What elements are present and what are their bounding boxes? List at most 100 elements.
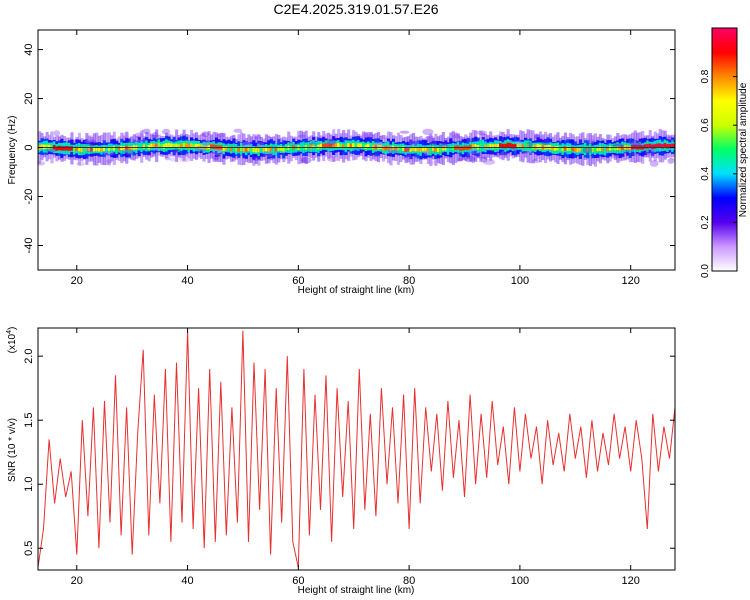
spectrogram-cell xyxy=(416,147,420,152)
spectrogram-cell xyxy=(591,147,595,152)
spectrogram-cell xyxy=(404,147,408,153)
spectrogram-speckle xyxy=(353,148,363,152)
spectrogram-cell xyxy=(117,146,121,151)
spectrogram-cell xyxy=(67,146,72,151)
spectrogram-cell xyxy=(479,144,483,149)
spectrogram-cell xyxy=(571,146,575,152)
spectrogram-cell xyxy=(551,146,555,151)
spectrogram-cell xyxy=(167,142,171,148)
spectrogram-cell xyxy=(157,143,161,148)
spectrogram-cell xyxy=(317,144,321,150)
spectrogram-cell xyxy=(342,144,346,149)
spectrogram-cell xyxy=(379,144,383,150)
spectrogram-cell xyxy=(145,143,149,149)
spectrogram-cell xyxy=(459,146,463,151)
spectrogram-cell xyxy=(434,147,438,153)
spectrogram-cell xyxy=(45,144,49,149)
spectrogram-cell xyxy=(588,147,592,152)
spectrogram-cell xyxy=(307,144,311,149)
x-tick-label: 60 xyxy=(292,575,304,587)
spectrogram-cell xyxy=(152,143,156,148)
spectrogram-cell xyxy=(406,147,410,152)
spectrogram-cell xyxy=(396,146,401,151)
spectrogram-speckle xyxy=(405,153,412,160)
spectrogram-cell xyxy=(239,146,243,151)
spectrogram-cell xyxy=(229,146,234,152)
y-tick-label: -20 xyxy=(23,189,35,205)
spectrogram-cell xyxy=(105,146,109,152)
spectrogram-cell xyxy=(349,143,353,149)
spectrogram-cell xyxy=(661,144,665,149)
x-tick-label: 80 xyxy=(403,275,415,287)
x-tick-label: 120 xyxy=(622,575,640,587)
spectrogram-speckle xyxy=(452,134,461,139)
spectrogram-cell xyxy=(115,146,119,152)
spectrogram-speckle xyxy=(363,131,374,139)
spectrogram-cell xyxy=(521,144,525,149)
spectrogram-cell xyxy=(519,143,523,149)
snr-y-label: SNR (10 * v/v) xyxy=(7,418,18,482)
spectrogram-cell xyxy=(586,147,590,152)
spectrogram-cell xyxy=(247,146,251,151)
spectrogram-cell xyxy=(277,146,281,151)
spectrogram-speckle xyxy=(161,128,171,135)
spectrogram-speckle xyxy=(630,140,642,147)
spectrogram-cell xyxy=(110,146,114,151)
spectrogram-speckle xyxy=(526,141,533,149)
spectrogram-cell xyxy=(633,144,637,150)
spectrogram-cell xyxy=(140,144,144,149)
x-tick-label: 20 xyxy=(71,575,83,587)
spectrogram-speckle xyxy=(464,155,476,163)
spectrogram-cell xyxy=(376,144,381,150)
snr-multiplier-label: (x104) xyxy=(6,327,18,354)
spectrogram-cell xyxy=(496,143,500,149)
spectrogram-cell xyxy=(394,146,398,151)
spectrogram-cell xyxy=(312,143,316,149)
spectrogram-cell xyxy=(372,144,376,150)
spectrogram-cell xyxy=(671,143,675,149)
spectrogram-cell xyxy=(127,145,131,151)
spectrogram-cell xyxy=(200,144,204,149)
spectrogram-cell xyxy=(155,143,159,148)
spectrogram-cell xyxy=(274,147,278,152)
spectrogram-speckle xyxy=(201,131,210,137)
spectrogram-speckle xyxy=(151,131,159,139)
spectrogram-cell xyxy=(150,143,154,149)
spectrogram-speckle xyxy=(251,155,262,162)
spectrogram-cell xyxy=(359,143,363,148)
spectrogram-cell xyxy=(666,144,670,149)
spectrogram-x-label: Height of straight line (km) xyxy=(298,285,415,296)
spectrogram-cell xyxy=(598,146,602,151)
spectrogram-speckle xyxy=(500,150,507,157)
spectrogram-cell xyxy=(165,143,169,148)
spectrogram-cell xyxy=(399,146,403,151)
spectrogram-cell xyxy=(347,142,351,148)
spectrogram-cell xyxy=(75,146,79,151)
spectrogram-cell xyxy=(558,146,563,151)
spectrogram-cell xyxy=(354,143,358,148)
spectrogram-cell xyxy=(207,144,211,150)
spectrogram-speckle xyxy=(106,159,113,164)
spectrogram-cell xyxy=(175,143,179,148)
spectrogram-cell xyxy=(668,143,672,149)
spectrogram-speckle xyxy=(179,155,191,163)
spectrogram-cell xyxy=(593,147,597,153)
spectrogram-cell xyxy=(170,143,174,148)
colorbar-ticks: 0.0 0.2 0.4 0.6 0.8 xyxy=(700,69,737,278)
spectrogram-speckle xyxy=(667,158,675,164)
spectrogram-cell xyxy=(60,146,64,151)
y-tick-label: 1.5 xyxy=(23,413,35,428)
spectrogram-speckle xyxy=(152,145,161,152)
spectrogram-cell xyxy=(409,147,413,152)
spectrogram-cell xyxy=(583,146,587,152)
spectrogram-speckle xyxy=(87,139,97,147)
spectrogram-cell xyxy=(267,147,271,152)
spectrogram-speckle xyxy=(103,151,115,156)
spectrogram-frame xyxy=(37,29,676,271)
spectrogram-cell xyxy=(237,147,241,152)
spectrogram-speckle xyxy=(213,154,220,161)
spectrogram-cell xyxy=(65,146,69,151)
snr-panel: 20 40 60 80 100 120 2.0 1.5 1.0 0.5 Height of st… xyxy=(6,327,676,596)
